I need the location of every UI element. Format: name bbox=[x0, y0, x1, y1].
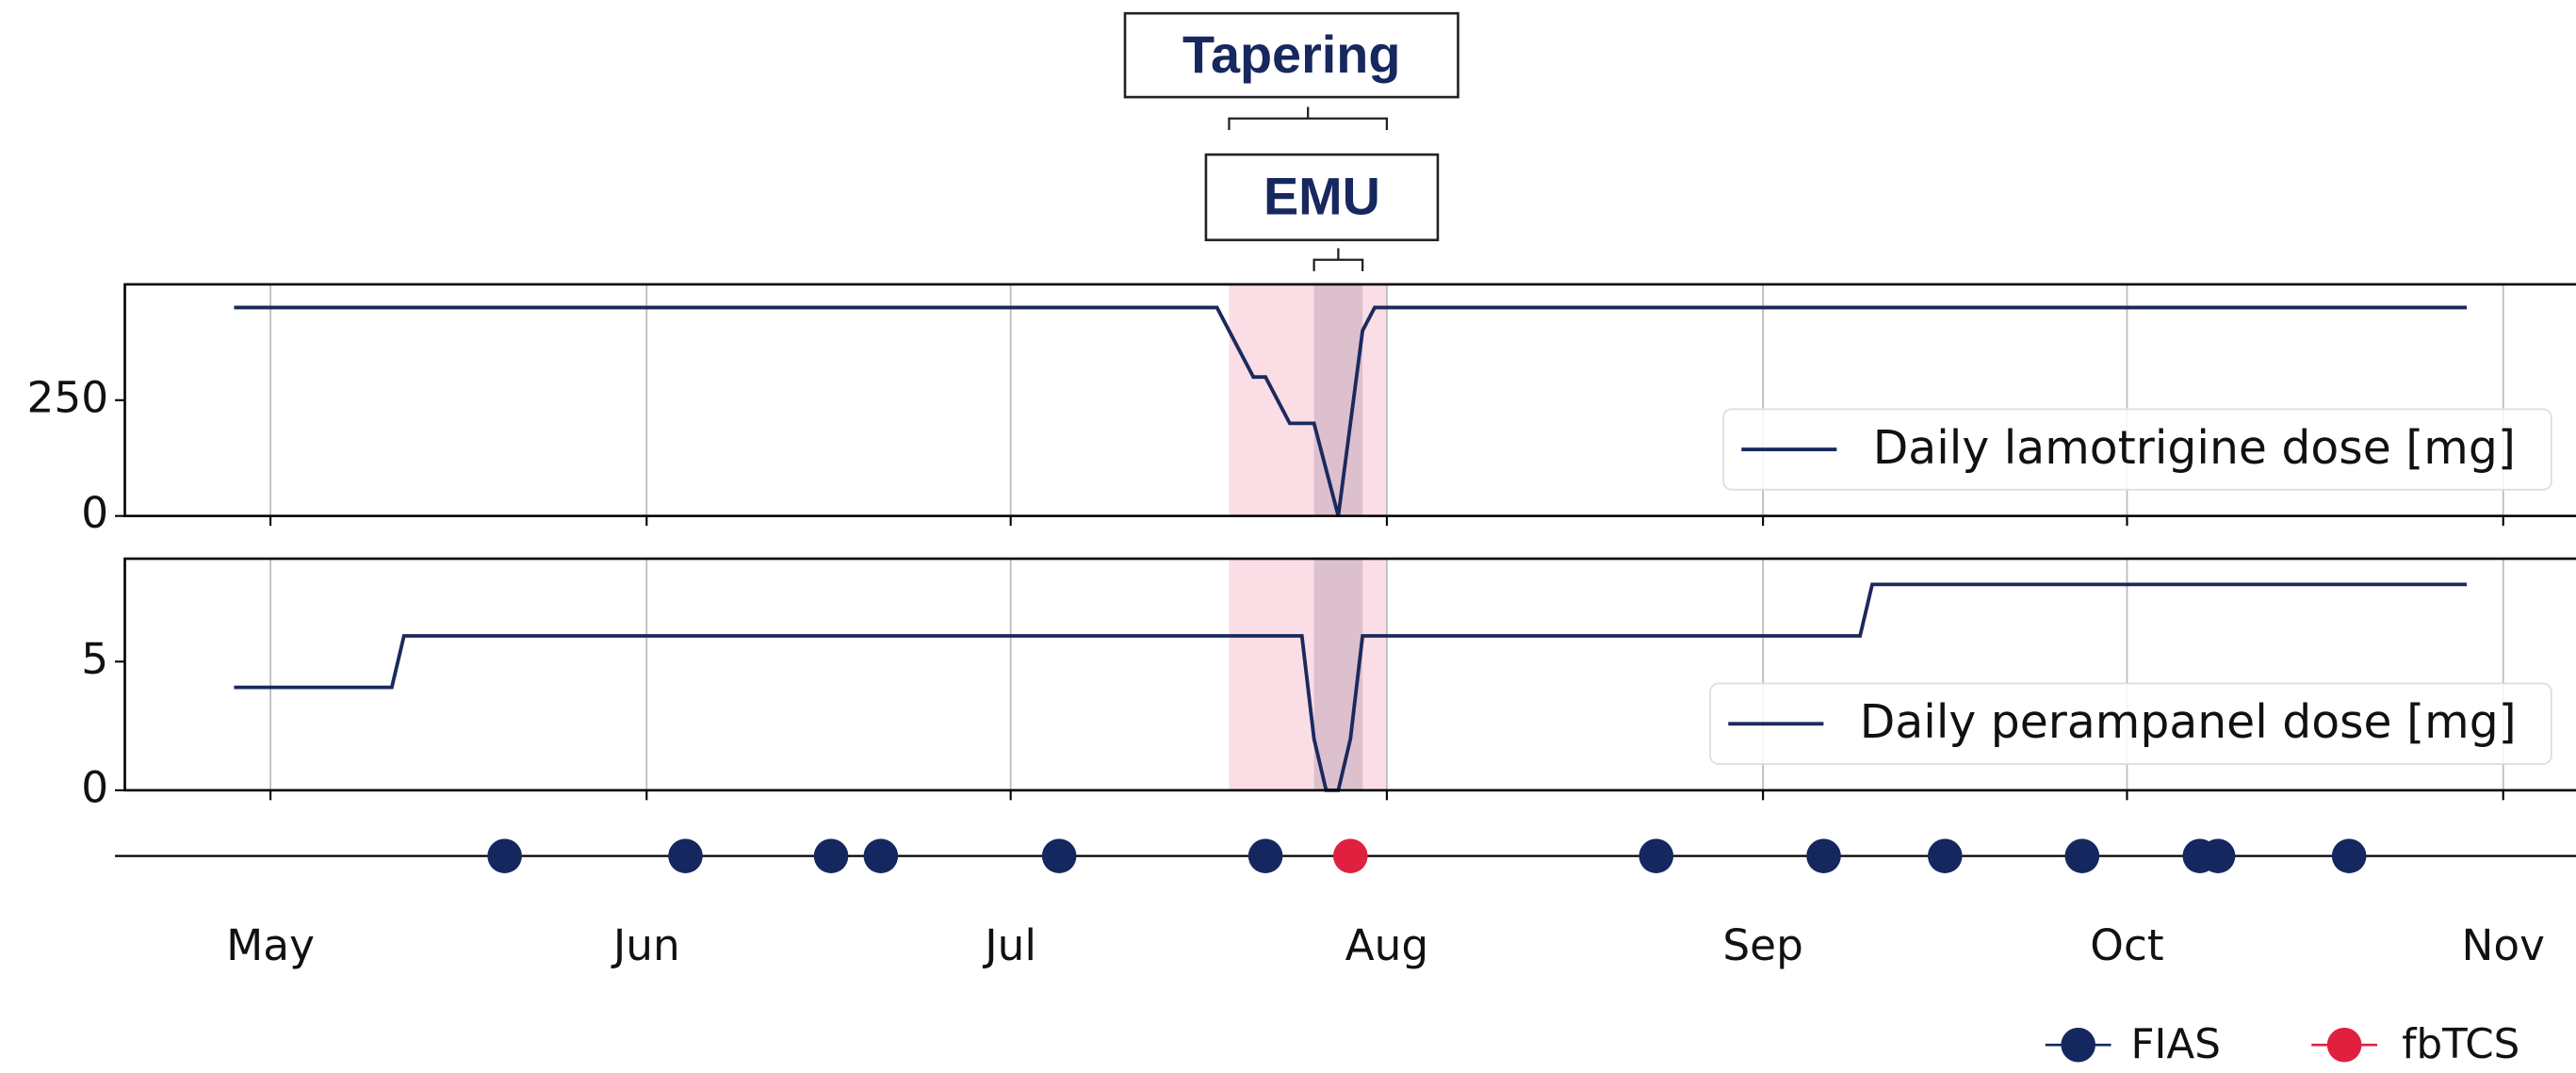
event-dot bbox=[1928, 838, 1963, 873]
y-tick-label: 0 bbox=[81, 488, 108, 538]
event-dot bbox=[863, 838, 899, 873]
event-dot bbox=[487, 838, 522, 873]
bracket bbox=[1228, 106, 1389, 130]
legend-label: Daily lamotrigine dose [mg] bbox=[1873, 421, 2516, 475]
legend-box bbox=[1722, 408, 2552, 491]
x-tick-label: Aug bbox=[1345, 920, 1429, 970]
plot-frame bbox=[123, 283, 2576, 518]
event-dot bbox=[668, 838, 703, 873]
event-dot bbox=[1332, 838, 1368, 873]
x-tick-label: Sep bbox=[1722, 920, 1802, 970]
event-dot bbox=[1639, 838, 1674, 873]
event-dot bbox=[2064, 838, 2100, 873]
plot-frame bbox=[123, 557, 2576, 792]
x-tick-label: May bbox=[226, 920, 315, 970]
event-dot bbox=[2331, 838, 2367, 873]
legend-swatch bbox=[2061, 1027, 2095, 1063]
legend-label: Daily perampanel dose [mg] bbox=[1860, 695, 2517, 749]
event-dot bbox=[1041, 838, 1077, 873]
y-tick-label: 0 bbox=[81, 762, 108, 812]
label-box bbox=[1123, 11, 1459, 99]
event-dot bbox=[813, 838, 849, 873]
span-label: Tapering bbox=[1182, 24, 1400, 84]
y-tick-label: 250 bbox=[27, 372, 109, 422]
legend-label: fbTCS bbox=[2402, 1021, 2519, 1068]
x-tick-label: Jun bbox=[611, 920, 680, 970]
x-tick-label: Jul bbox=[982, 920, 1036, 970]
event-dot bbox=[1806, 838, 1841, 873]
span-label: EMU bbox=[1264, 167, 1380, 226]
bracket bbox=[1312, 248, 1364, 271]
dose-line bbox=[234, 305, 2468, 517]
shaded-span bbox=[1229, 284, 1387, 516]
legend-label: FIAS bbox=[2130, 1021, 2220, 1068]
legend-box bbox=[1709, 682, 2552, 765]
x-tick-label: Nov bbox=[2461, 920, 2544, 970]
shaded-span bbox=[1313, 559, 1363, 790]
x-tick-label: Oct bbox=[2090, 920, 2163, 970]
legend-swatch bbox=[2326, 1027, 2362, 1063]
y-tick-label: 5 bbox=[81, 634, 108, 684]
label-box bbox=[1204, 153, 1440, 242]
event-dot bbox=[2200, 838, 2236, 873]
event-dot bbox=[1247, 838, 1283, 873]
